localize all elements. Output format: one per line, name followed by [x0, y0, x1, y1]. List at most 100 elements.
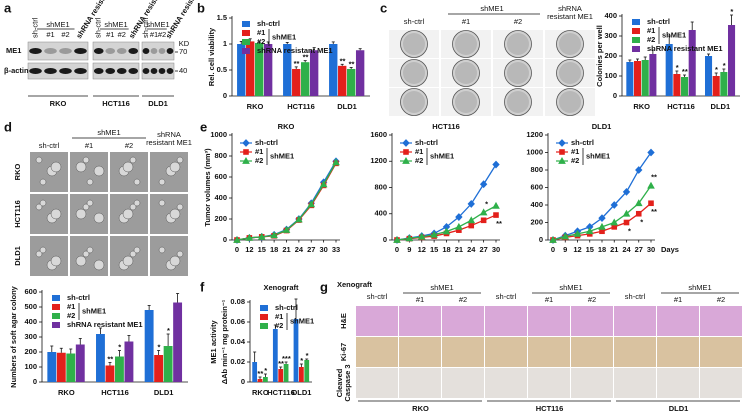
bar: [720, 72, 728, 96]
x-tick-label: 18: [442, 245, 450, 254]
lane-label: sh-ctrl: [30, 17, 39, 38]
lane-label: #1: [150, 30, 158, 39]
x-tick-label: 24: [295, 245, 304, 254]
image-panel: [70, 236, 108, 276]
point: [585, 227, 594, 235]
bar: [712, 76, 720, 96]
bar: [673, 74, 681, 96]
legend-label: shRNA resistant ME1: [257, 46, 333, 55]
colony: [129, 156, 137, 164]
y-tick-label: 0: [539, 235, 543, 244]
band: [59, 48, 72, 54]
legend-label: shRNA resistant ME1: [647, 44, 723, 53]
panel-label: a: [4, 0, 12, 15]
significance-label: **: [496, 219, 502, 228]
legend-label: #2: [275, 321, 283, 330]
image-panel: [571, 337, 613, 367]
point: [623, 219, 630, 226]
band: [116, 48, 127, 54]
x-tick-label: DLD1: [337, 102, 357, 111]
significance-label: *: [485, 199, 488, 208]
legend-group-label: shME1: [430, 151, 454, 160]
bar: [257, 379, 263, 382]
bar: [347, 68, 356, 96]
column-label: #2: [459, 295, 467, 304]
y-tick-label: 0.04: [230, 337, 245, 346]
bar: [293, 319, 299, 382]
y-tick-label: 400: [374, 209, 387, 218]
band: [93, 48, 104, 54]
row-label: Caspase 3: [343, 364, 352, 401]
x-tick-label: 21: [282, 245, 290, 254]
colony: [82, 250, 90, 258]
bar: [301, 62, 310, 96]
chart-title: RKO: [278, 122, 295, 131]
image-panel: [399, 337, 441, 367]
legend-label: sh-ctrl: [415, 138, 438, 147]
colony: [176, 156, 184, 164]
colony: [35, 250, 43, 258]
group-label: shME1: [97, 128, 120, 137]
x-tick-label: 0: [395, 245, 399, 254]
y-tick-label: 0: [33, 377, 37, 386]
y-tick-label: 0.5: [217, 65, 227, 74]
point: [635, 166, 643, 174]
colony: [86, 199, 94, 207]
column-label: #1: [462, 17, 470, 26]
bar: [124, 341, 134, 382]
point: [492, 201, 500, 209]
legend-swatch: [242, 139, 250, 147]
chart-title: Xenograft: [263, 283, 299, 292]
y-tick-label: 300: [604, 31, 617, 40]
legend-label: shRNA resistant ME1: [67, 320, 143, 329]
x-tick-label: 12: [245, 245, 253, 254]
legend-group-label: shME1: [270, 151, 294, 160]
significance-label: **: [303, 53, 309, 62]
y-axis-label: ME1 activity: [209, 319, 218, 363]
x-tick-label: DLD1: [711, 102, 731, 111]
significance-label: *: [300, 356, 303, 365]
chart-title: DLD1: [592, 122, 612, 131]
y-axis-label: Tumor volumes (mm³): [203, 148, 212, 227]
significance-label: ***: [282, 354, 291, 363]
colony: [86, 246, 94, 254]
point: [282, 225, 291, 233]
x-tick-label: 33: [332, 245, 340, 254]
point: [319, 180, 328, 188]
group-label: shME1: [559, 283, 582, 292]
point: [647, 148, 655, 157]
image-panel: [442, 368, 484, 398]
legend-label: #1: [257, 28, 265, 37]
row-label: ME1: [6, 46, 21, 55]
y-tick-label: 0: [613, 91, 617, 100]
bar: [154, 355, 164, 382]
marker-label: 70: [179, 47, 187, 56]
significance-label: **: [294, 59, 300, 68]
x-tick-label: HCT116: [101, 388, 129, 397]
band: [29, 68, 42, 74]
bar: [263, 377, 268, 382]
x-tick-label: 27: [307, 245, 315, 254]
bar: [163, 346, 173, 382]
y-axis-label: Rel. cell viability: [207, 27, 216, 86]
point: [598, 222, 606, 230]
y-tick-label: 400: [214, 193, 227, 202]
image-panel: [485, 368, 527, 398]
x-tick-label: HCT116: [287, 102, 315, 111]
significance-label: *: [715, 65, 718, 74]
colony: [176, 250, 184, 258]
colony: [39, 199, 47, 207]
colony: [75, 208, 87, 220]
point: [467, 199, 475, 208]
significance-label: **: [107, 354, 113, 363]
x-tick-label: 12: [573, 245, 581, 254]
x-tick-label: 0: [235, 245, 239, 254]
image-panel: [356, 337, 398, 367]
band: [158, 48, 166, 54]
chart-title: HCT116: [432, 122, 460, 131]
panel-label: d: [4, 119, 12, 134]
colony: [169, 255, 181, 267]
lane-label: sh-ctrl: [141, 17, 150, 38]
y-tick-label: 1200: [526, 130, 543, 139]
y-tick-label: 1.5: [217, 13, 227, 22]
